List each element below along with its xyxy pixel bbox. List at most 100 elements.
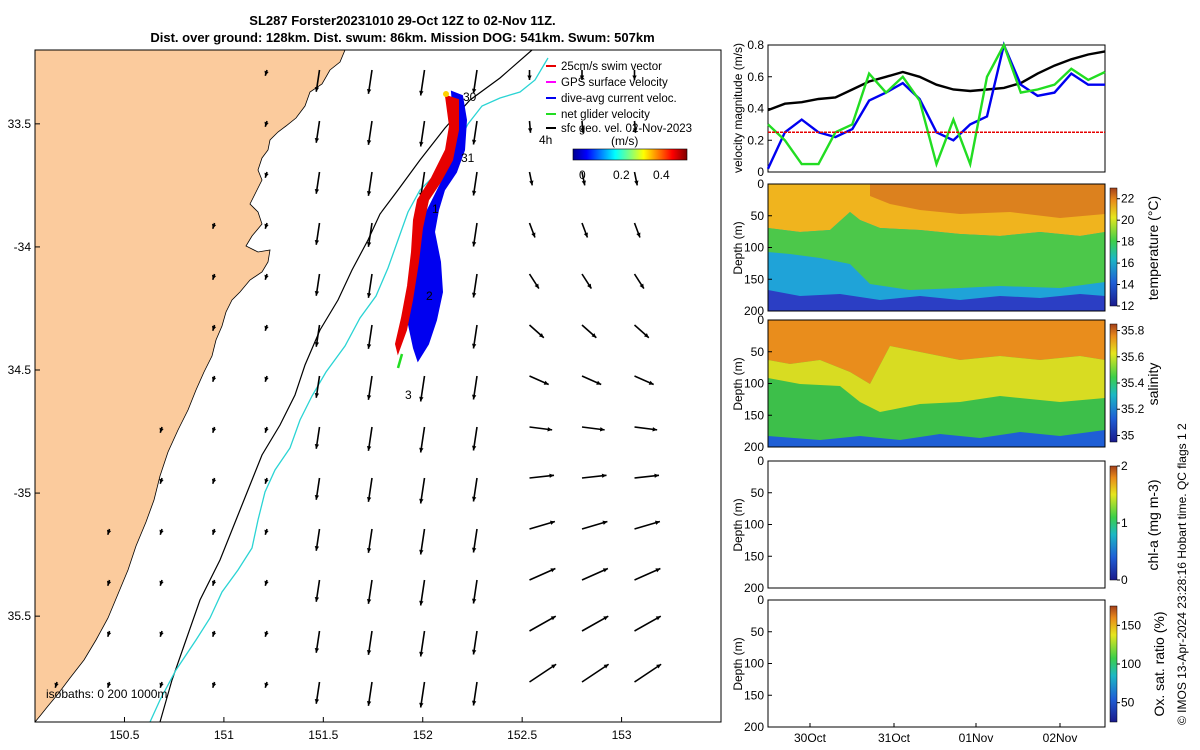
temperature-hot-layer (870, 184, 1105, 218)
velocity-arrow (580, 120, 585, 133)
velocity-arrow (579, 70, 585, 80)
velocity-arrow (314, 222, 321, 245)
velocity-arrow (211, 222, 217, 229)
day-label-2: 2 (426, 289, 433, 303)
velocity-arrow (634, 663, 662, 683)
velocity-arrow (314, 579, 321, 602)
chla-colorbar (1109, 465, 1118, 581)
velocity-arrow (264, 477, 269, 484)
velocity-arrow (211, 579, 217, 586)
map-panel: 30 31 1 2 3 isobaths: 0 200 1000m 150.5 1… (8, 49, 722, 742)
velocity-arrow (264, 426, 269, 433)
velocity-arrow (528, 324, 545, 339)
velocity-arrow (264, 120, 269, 127)
colorbar-tick-label: 35 (1121, 428, 1135, 442)
salinity-colorbar-label: salinity (1145, 363, 1161, 406)
map-ytick-label: -34 (14, 240, 32, 254)
velocity-arrow (528, 273, 540, 290)
map-frame (34, 49, 722, 723)
oxygen-ylabel: Depth (m) (731, 637, 745, 690)
velocity-frame (767, 44, 1106, 173)
velocity-ytick-label: 0.2 (747, 133, 764, 147)
velocity-arrow (633, 324, 650, 339)
velocity-arrow (471, 681, 478, 706)
depth-tick-label: 100 (744, 657, 764, 671)
colorbar-tick-label: 35.4 (1121, 376, 1145, 390)
velocity-arrow (264, 171, 269, 178)
velocity-arrow (211, 273, 217, 280)
title-line-2: Dist. over ground: 128km. Dist. swum: 86… (150, 30, 655, 45)
velocity-arrow (581, 615, 609, 632)
map-xtick-label: 153 (612, 728, 632, 742)
velocity-arrow (366, 630, 373, 655)
salinity-panel: Depth (m) salinity (731, 319, 1161, 448)
velocity-ylabel: velocity magnitude (m/s) (731, 43, 745, 173)
salinity-mid-layer (768, 346, 1105, 412)
chla-panel: Depth (m) chl-a (mg m-3) (731, 460, 1161, 589)
salinity-ylabel: Depth (m) (731, 357, 745, 410)
salinity-high-layer (768, 320, 1105, 384)
map-axis-ticks: 150.5 151 151.5 152 152.5 153 33.5 -34 34.5 -35 35… (8, 117, 632, 742)
velocity-arrow (366, 375, 373, 400)
time-tick-label: 01Nov (959, 731, 994, 745)
velocity-arrow (471, 120, 478, 145)
map-ytick-label: 34.5 (8, 363, 32, 377)
velocity-arrow (314, 426, 321, 449)
velocity-arrow (264, 324, 269, 331)
velocity-arrow (314, 681, 321, 704)
map-colorbar-bar (572, 148, 688, 161)
colorbar-tick-label: 150 (1121, 618, 1141, 632)
velocity-arrow (529, 567, 556, 581)
velocity-arrow (366, 426, 373, 451)
velocity-arrow (634, 567, 661, 581)
velocity-arrow (264, 681, 269, 688)
velocity-arrow (471, 477, 478, 502)
track-day-labels: 30 31 1 2 3 (405, 90, 477, 402)
oxygen-colorbar-label: Ox. sat. ratio (%) (1151, 611, 1167, 716)
oxygen-panel: Depth (m) Ox. sat. ratio (%) (731, 599, 1167, 728)
velocity-arrow (314, 69, 321, 92)
velocity-arrow (581, 324, 597, 339)
velocity-arrow (581, 171, 586, 186)
depth-tick-label: 50 (751, 209, 765, 223)
colorbar-tick-label: 18 (1121, 235, 1135, 249)
velocity-arrow (264, 69, 269, 76)
time-tick-label: 31Oct (878, 731, 911, 745)
velocity-arrow (581, 567, 609, 581)
velocity-ytick-label: 0 (757, 165, 764, 179)
velocity-arrow (471, 375, 478, 400)
swim-vector-track (394, 94, 459, 356)
velocity-arrow (581, 222, 589, 238)
velocity-arrow (528, 171, 534, 186)
velocity-arrow (632, 120, 638, 133)
colorbar-tick-label: 0 (1121, 573, 1128, 587)
isobath-200m (159, 50, 533, 722)
velocity-arrow (211, 477, 217, 484)
velocity-ytick-label: 0.4 (747, 102, 764, 116)
oxygen-frame (767, 599, 1106, 728)
footer-credit: © IMOS 13-Apr-2024 23:28:16 Hobart time.… (1175, 423, 1189, 725)
velocity-arrow (471, 222, 478, 247)
colorbar-tick-label: 12 (1121, 299, 1135, 313)
legend-net-glider-velocity: net glider velocity (561, 109, 650, 121)
velocity-arrow (529, 615, 557, 632)
velocity-arrow (264, 273, 269, 280)
map-ytick-label: 33.5 (8, 117, 32, 131)
map-xtick-label: 151 (214, 728, 234, 742)
velocity-arrow (366, 171, 373, 196)
velocity-arrow (366, 69, 373, 94)
velocity-arrow (528, 222, 536, 238)
velocity-arrow (471, 324, 478, 349)
map-colorbar-tick-0: 0 (579, 168, 586, 182)
depth-tick-label: 150 (744, 549, 764, 563)
velocity-arrow (314, 324, 321, 347)
map-xtick-label: 150.5 (109, 728, 139, 742)
velocity-panel: 0 0.2 0.4 0.6 0.8 velocity magnitude (m/s) (731, 38, 1106, 179)
velocity-arrow (633, 273, 645, 290)
map-xtick-label: 152.5 (507, 728, 537, 742)
velocity-arrow (529, 473, 555, 479)
velocity-arrow (106, 579, 112, 586)
velocity-arrow (419, 426, 426, 453)
velocity-arrow (211, 375, 217, 382)
map-colorbar: (m/s) 0 0.2 0.4 (572, 134, 688, 182)
